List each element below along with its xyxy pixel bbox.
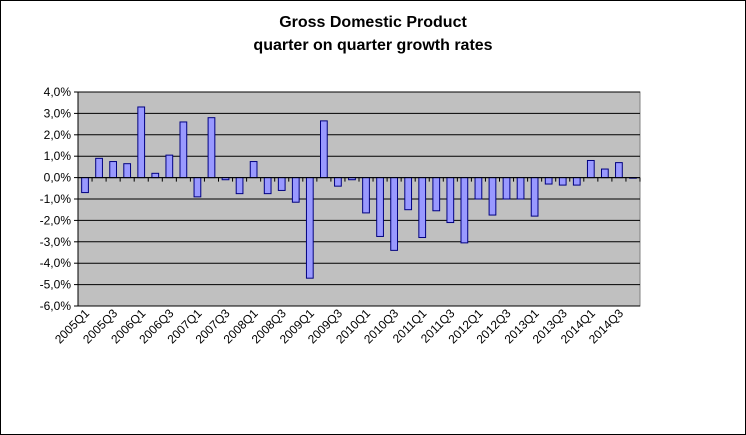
bar-2014Q1 xyxy=(586,159,595,179)
bar-2014Q2 xyxy=(601,168,609,179)
bar-2013Q4 xyxy=(572,177,581,186)
bar-2007Q1 xyxy=(193,177,202,198)
y-tick-label: 0,0% xyxy=(44,171,72,185)
bar-2006Q3 xyxy=(165,154,174,179)
bar-2005Q2 xyxy=(95,157,103,179)
bar-2005Q4 xyxy=(123,163,132,179)
bar-2008Q1 xyxy=(249,161,258,179)
bar-2008Q2 xyxy=(263,177,272,195)
bar-2011Q4 xyxy=(460,177,469,244)
bar-2013Q2 xyxy=(544,177,553,185)
y-tick-label: -1,0% xyxy=(40,192,72,206)
bar-2014Q3 xyxy=(615,162,623,179)
bar-2007Q4 xyxy=(235,177,244,195)
bar-2010Q4 xyxy=(404,177,413,211)
bar-2009Q2 xyxy=(320,120,328,179)
chart-subtitle: quarter on quarter growth rates xyxy=(253,37,493,54)
gridlines xyxy=(74,91,640,307)
bar-2013Q1 xyxy=(530,177,539,217)
y-tick-label: -4,0% xyxy=(40,256,72,270)
bar-2010Q3 xyxy=(390,177,398,251)
y-tick-label: -5,0% xyxy=(40,278,72,292)
bar-2010Q1 xyxy=(362,177,370,214)
axes xyxy=(77,92,641,306)
bar-2009Q3 xyxy=(334,177,342,187)
bar-2011Q3 xyxy=(446,177,455,224)
bar-2011Q2 xyxy=(432,177,441,212)
bar-2011Q1 xyxy=(418,177,427,239)
y-tick-label: -2,0% xyxy=(40,213,72,227)
y-tick-label: 2,0% xyxy=(44,128,72,142)
bar-2005Q3 xyxy=(109,161,117,179)
bar-2008Q4 xyxy=(291,177,300,203)
bar-2013Q3 xyxy=(558,177,567,186)
y-tick-label: 1,0% xyxy=(44,149,72,163)
bar-2012Q2 xyxy=(488,177,497,216)
y-tick-label: -3,0% xyxy=(40,235,72,249)
x-tick-labels: 2005Q12005Q32006Q12006Q32007Q12007Q32008… xyxy=(52,306,626,346)
y-tick-label: 4,0% xyxy=(44,85,72,99)
bar-2012Q1 xyxy=(474,177,483,200)
y-tick-label: 3,0% xyxy=(44,106,72,120)
bar-2007Q2 xyxy=(207,117,216,179)
bar-2009Q1 xyxy=(305,177,314,279)
bar-2012Q4 xyxy=(516,177,525,200)
bar-2012Q3 xyxy=(502,177,511,200)
y-tick-label: -6,0% xyxy=(40,299,72,313)
bar-2010Q2 xyxy=(376,177,384,237)
bar-2006Q4 xyxy=(179,121,188,179)
bar-2006Q2 xyxy=(151,172,160,179)
bar-2006Q1 xyxy=(137,106,146,179)
chart-title: Gross Domestic Product xyxy=(279,14,467,31)
bar-2005Q1 xyxy=(81,177,89,194)
y-tick-labels: 4,0% 3,0% 2,0% 1,0% 0,0% -1,0% -2,0% -3,0% -4,0%… xyxy=(40,85,72,313)
bar-2008Q3 xyxy=(277,177,286,191)
